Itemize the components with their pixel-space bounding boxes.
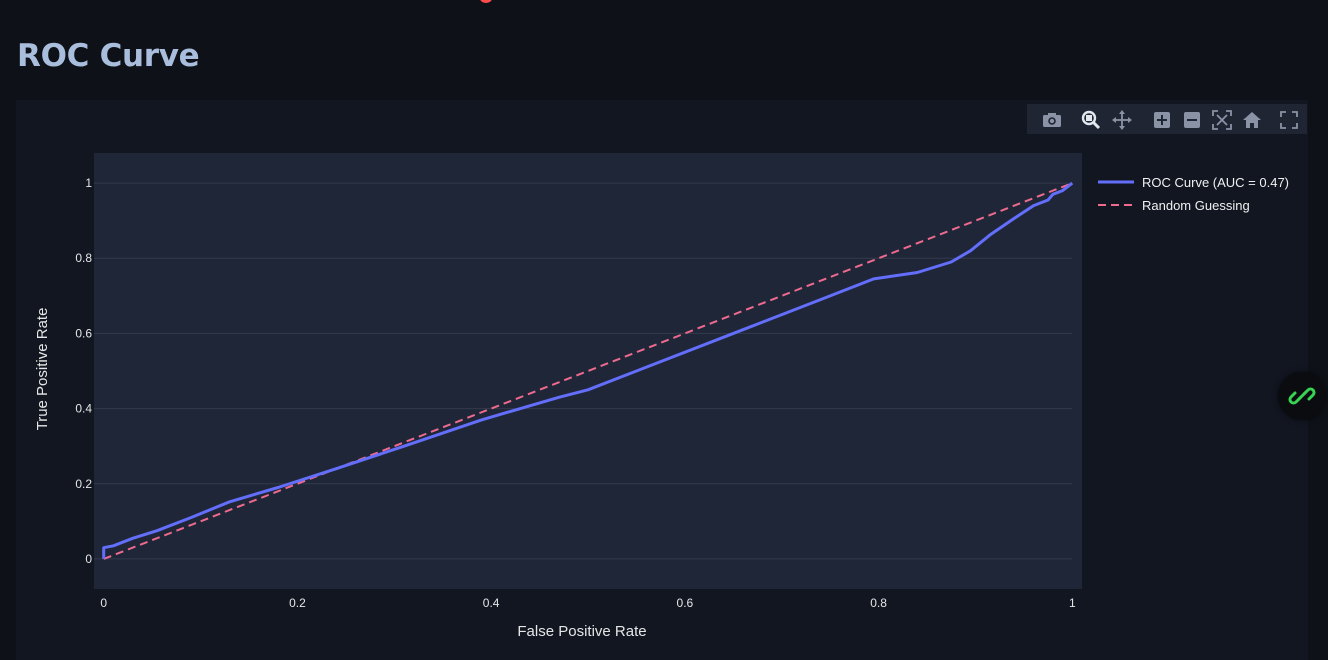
- plot-area[interactable]: [94, 153, 1082, 589]
- top-accent-bar: [480, 0, 492, 3]
- x-tick-label: 0.8: [870, 596, 887, 610]
- y-tick-label: 0: [85, 552, 92, 566]
- legend-item-label[interactable]: ROC Curve (AUC = 0.47): [1142, 175, 1289, 190]
- y-tick-label: 0.2: [75, 477, 92, 491]
- home-icon[interactable]: [1242, 111, 1262, 129]
- link-button[interactable]: [1278, 372, 1326, 420]
- zoom-icon[interactable]: [1081, 110, 1101, 130]
- x-axis-title: False Positive Rate: [517, 623, 646, 640]
- zoom-out-icon[interactable]: [1182, 111, 1202, 129]
- camera-icon[interactable]: [1042, 111, 1062, 129]
- legend-item-label[interactable]: Random Guessing: [1142, 198, 1250, 213]
- roc-chart: 0 0.2 0.4 0.6 0.8 1 0 0.2 0.4 0.6 0.8 1 False Positi…: [34, 153, 1289, 640]
- y-tick-label: 1: [85, 176, 92, 190]
- chart-container: 0 0.2 0.4 0.6 0.8 1 0 0.2 0.4 0.6 0.8 1 False Positi…: [16, 100, 1308, 660]
- x-tick-label: 0.4: [483, 596, 500, 610]
- x-tick-label: 0.2: [289, 596, 306, 610]
- modebar: [1027, 104, 1307, 134]
- y-axis-title: True Positive Rate: [34, 308, 51, 431]
- x-tick-label: 1: [1069, 596, 1076, 610]
- random-guessing-line[interactable]: [103, 182, 1073, 560]
- link-icon: [1288, 387, 1316, 405]
- autoscale-icon[interactable]: [1212, 110, 1232, 130]
- y-tick-label: 0.4: [75, 402, 92, 416]
- x-tick-label: 0.6: [677, 596, 694, 610]
- fullscreen-icon[interactable]: [1279, 111, 1299, 129]
- y-tick-label: 0.8: [75, 251, 92, 265]
- roc-curve-line[interactable]: [102, 181, 1074, 559]
- zoom-in-icon[interactable]: [1152, 111, 1172, 129]
- x-tick-label: 0: [100, 596, 107, 610]
- page-title: ROC Curve: [17, 38, 200, 74]
- pan-icon[interactable]: [1112, 110, 1132, 130]
- y-tick-label: 0.6: [75, 326, 92, 340]
